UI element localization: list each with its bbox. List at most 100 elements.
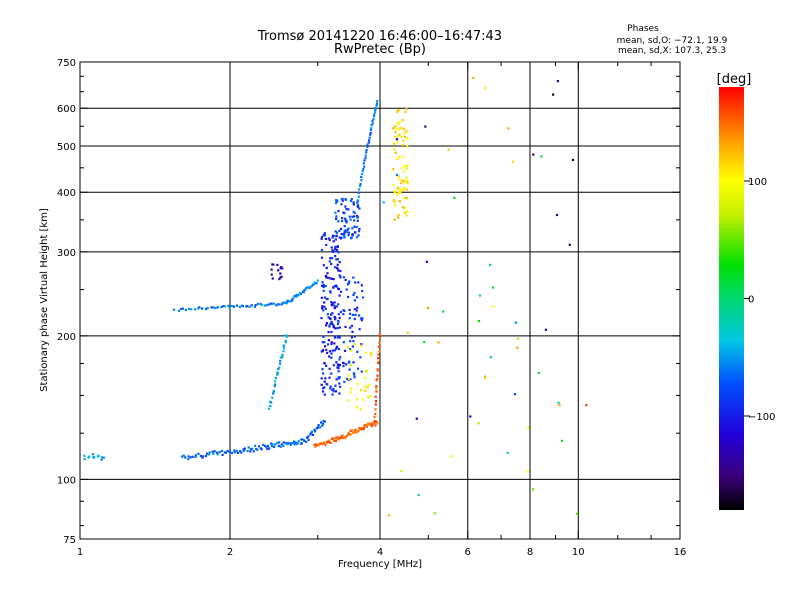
echo-point [317, 424, 320, 427]
echo-point [284, 341, 287, 344]
echo-point [358, 185, 362, 188]
echo-point [364, 154, 367, 157]
echo-point [216, 451, 219, 454]
echo-point [349, 378, 352, 381]
echo-point [323, 232, 326, 235]
echo-point [343, 225, 346, 228]
echo-point [352, 276, 355, 279]
echo-point [321, 307, 324, 310]
echo-point [399, 127, 402, 130]
echo-point [320, 296, 323, 299]
echo-point [375, 379, 378, 382]
echo-point [277, 444, 280, 447]
echo-point [336, 435, 339, 438]
echo-point [336, 336, 339, 339]
echo-point [394, 151, 397, 154]
echo-point [364, 385, 367, 388]
echo-point [342, 313, 345, 316]
echo-point [251, 447, 254, 450]
echo-point [358, 426, 361, 429]
echo-point [396, 141, 399, 144]
echo-point [345, 363, 348, 366]
echo-point [320, 236, 324, 239]
echo-point [374, 424, 377, 427]
echo-point [270, 273, 273, 276]
echo-point [309, 286, 312, 289]
echo-point [300, 438, 303, 441]
echo-point [393, 191, 396, 194]
echo-point [526, 470, 529, 473]
echo-point [179, 307, 182, 311]
echo-point [324, 307, 327, 310]
echo-point [334, 436, 337, 439]
echo-point [537, 371, 540, 375]
echo-point [339, 290, 343, 293]
echo-point [202, 455, 205, 458]
echo-point [267, 303, 270, 306]
echo-point [341, 199, 344, 202]
echo-point [283, 301, 286, 304]
echo-point [398, 120, 401, 123]
echo-point [277, 269, 280, 272]
echo-point [243, 447, 246, 450]
echo-point [335, 215, 338, 218]
echo-point [187, 455, 190, 458]
echo-point [370, 124, 373, 127]
echo-point [403, 206, 406, 209]
echo-point [353, 299, 356, 302]
echo-point [339, 385, 342, 388]
echo-point [491, 286, 494, 289]
echo-point [281, 301, 284, 304]
echo-point [335, 390, 338, 393]
echo-point [216, 453, 219, 456]
echo-point [325, 266, 328, 270]
echo-point [365, 151, 368, 154]
echo-point [332, 278, 335, 281]
echo-point [270, 442, 273, 445]
echo-point [324, 274, 327, 278]
echo-point [360, 389, 363, 392]
echo-point [319, 426, 322, 429]
echo-point [313, 281, 316, 284]
echo-point [355, 225, 358, 228]
echo-point [321, 349, 325, 352]
echo-point [279, 359, 282, 363]
echo-point [256, 448, 259, 451]
echo-point [403, 211, 406, 214]
echo-point [557, 401, 560, 404]
echo-point [346, 283, 349, 286]
echo-point [297, 440, 300, 443]
echo-point [322, 289, 325, 292]
echo-point [327, 339, 330, 342]
echo-point [272, 390, 275, 393]
echo-point [364, 389, 367, 392]
echo-point [362, 428, 365, 431]
echo-point [353, 211, 356, 215]
echo-point [332, 387, 335, 390]
echo-point [278, 362, 282, 365]
echo-point [194, 454, 197, 457]
echo-point [333, 266, 337, 269]
echo-point [425, 260, 428, 263]
echo-point [282, 344, 286, 348]
echo-point [365, 370, 369, 373]
echo-point [343, 236, 346, 239]
echo-point [356, 205, 359, 208]
echo-point [343, 309, 346, 312]
echo-point [329, 291, 332, 294]
echo-point [350, 236, 353, 239]
echo-point [517, 337, 520, 340]
echo-point [338, 392, 341, 395]
echo-point [403, 132, 406, 135]
echo-point [571, 158, 575, 161]
echo-point [320, 383, 323, 386]
echo-point [349, 199, 352, 203]
echo-point [375, 420, 378, 424]
echo-point [222, 305, 225, 308]
echo-point [291, 442, 294, 445]
echo-point [316, 426, 320, 429]
echo-point [311, 430, 314, 433]
echo-point [236, 451, 240, 454]
echo-point [334, 211, 337, 214]
echo-point [322, 309, 325, 312]
